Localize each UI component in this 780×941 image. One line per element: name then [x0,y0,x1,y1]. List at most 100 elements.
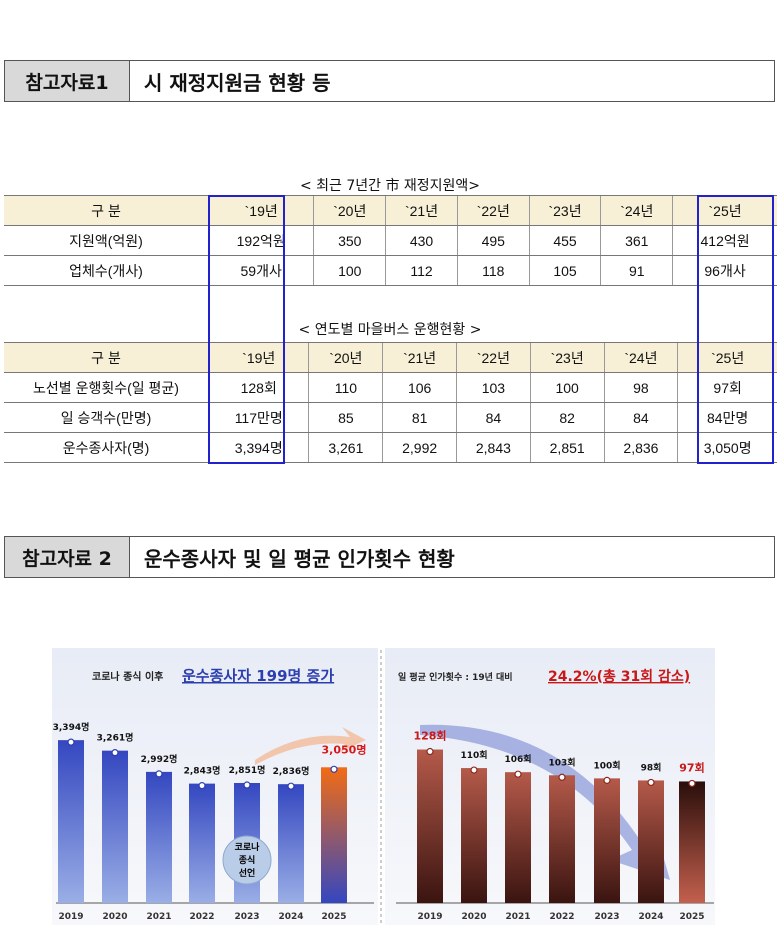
data-label: 2,992명 [141,753,178,765]
bar [679,781,705,903]
chart-title-highlight: 운수종사자 199명 증가 [182,667,334,685]
table-cell: `19년 [207,195,314,226]
support-table: 구 분 `19년 `20년 `21년 `22년 `23년 `24년 `25년 지원액(억원) 19… [4,195,777,286]
x-tick-label: 2024 [638,912,663,922]
data-label: 128회 [413,729,446,743]
highlight-box-2025 [697,195,774,464]
table-cell: `23년 [529,342,605,373]
table-cell: 97회 [677,372,777,403]
data-point [470,766,478,774]
table-cell: 103 [456,372,531,403]
row-label: 운수종사자(명) [4,432,209,463]
table-cell: `20년 [313,195,386,226]
data-label: 2,851명 [229,764,266,776]
row-label: 일 승객수(만명) [4,402,209,433]
x-tick-label: 2023 [234,912,259,922]
bar [278,784,304,903]
table-cell: `24년 [600,195,673,226]
data-point [155,770,163,778]
bar [638,780,664,903]
table-cell: `23년 [528,195,601,226]
x-tick-label: 2022 [549,912,574,922]
row-label: 구 분 [4,342,209,373]
x-tick-label: 2024 [278,912,303,922]
increase-arrow-icon [255,727,366,765]
table-header-row: 구 분 `19년 `20년 `21년 `22년 `23년 `24년 `25년 [4,195,777,226]
table-cell: `25년 [677,342,777,373]
data-label: 3,261명 [97,732,134,744]
x-tick-label: 2021 [146,912,171,922]
x-tick-label: 2022 [189,912,214,922]
data-label: 97회 [679,760,704,774]
section-title: 시 재정지원금 현황 등 [144,70,331,95]
badge-text: 코로나 [235,841,261,853]
table-cell: 91 [600,255,673,286]
section-header-1: 참고자료1 시 재정지원금 현황 등 [4,60,775,102]
badge-circle [222,835,272,885]
row-label: 노선별 운행횟수(일 평균) [4,372,209,403]
data-point [67,738,75,746]
data-label: 3,050명 [322,742,367,756]
bar [102,750,128,903]
table-cell: 128회 [207,372,309,403]
highlight-box-2019 [208,195,285,464]
table-cell: 96개사 [672,255,777,286]
x-tick-label: 2019 [58,912,83,922]
data-point [647,778,655,787]
bar [146,771,172,903]
chart-title-prefix: 일 평균 인가횟수 : 19년 대비 [398,671,513,683]
x-tick-label: 2020 [461,912,486,922]
bar [321,767,347,903]
bar [417,749,443,903]
bar [594,778,620,903]
data-point [243,781,251,789]
table-cell: 117만명 [207,402,309,433]
chart-left: 코로나 종식 이후 운수종사자 199명 증가 3,394명 2019 3,261명 20… [53,667,374,922]
table-cell: 98 [603,372,678,403]
data-label: 3,394명 [53,721,90,733]
section-label: 참고자료 2 [5,537,130,577]
table1-caption: < 최근 7년간 市 재정지원액> [299,178,481,194]
bar [461,768,487,903]
section-label: 참고자료1 [5,61,130,101]
section-title: 운수종사자 및 일 평균 인가횟수 현황 [144,546,455,571]
table-row: 일 승객수(만명) 117만명 85 81 84 82 84 84만명 [4,402,777,433]
data-label: 100회 [593,759,620,771]
table-cell: 106 [382,372,457,403]
table-cell: 82 [529,402,605,433]
badge-text: 종식 [239,854,256,866]
table-cell: 361 [600,225,673,256]
table-cell: `20년 [308,342,383,373]
table-cell: 430 [385,225,458,256]
section-header-2: 참고자료 2 운수종사자 및 일 평균 인가횟수 현황 [4,536,775,578]
data-label: 106회 [504,753,531,765]
table-cell: 455 [528,225,601,256]
data-point [558,773,566,781]
row-label: 지원액(억원) [4,225,209,256]
bar [505,772,531,903]
table-cell: `22년 [456,342,531,373]
chart-title-prefix: 코로나 종식 이후 [92,670,163,683]
table2-caption: < 연도별 마을버스 운행현황 > [298,322,482,338]
table-cell: 350 [313,225,386,256]
table-row: 업체수(개사) 59개사 100 112 118 105 91 96개사 [4,255,777,286]
x-tick-label: 2020 [102,912,127,922]
x-tick-label: 2025 [321,912,346,922]
bus-operation-table: 구 분 `19년 `20년 `21년 `22년 `23년 `24년 `25년 노선별 운행횟수(… [4,342,777,463]
table-cell: 3,050명 [677,432,777,463]
table-cell: 3,261 [308,432,383,463]
badge-text: 선언 [239,867,256,879]
table-cell: 2,836 [603,432,678,463]
table-header-row: 구 분 `19년 `20년 `21년 `22년 `23년 `24년 `25년 [4,342,777,373]
row-label: 구 분 [4,195,209,226]
table-cell: 3,394명 [207,432,309,463]
table-cell: `22년 [456,195,530,226]
data-point [603,776,611,784]
table-cell: 118 [456,255,530,286]
x-tick-label: 2025 [679,912,704,922]
table-cell: 2,843 [456,432,531,463]
bar [189,783,215,903]
data-label: 103회 [548,756,575,768]
row-label: 업체수(개사) [4,255,209,286]
table-cell: `19년 [207,342,309,373]
